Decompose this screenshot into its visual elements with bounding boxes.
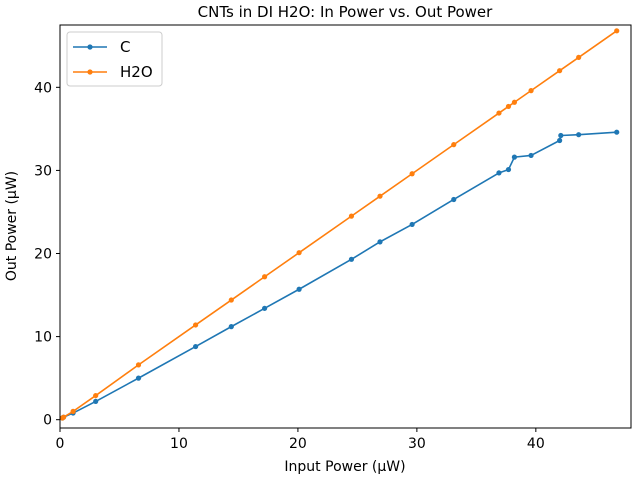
series-h2o-point (228, 297, 234, 303)
series-h2o-point (409, 171, 415, 177)
series-h2o-point (614, 28, 620, 34)
x-axis-label: Input Power (μW) (284, 459, 405, 475)
legend-label-h2o: H2O (120, 63, 153, 81)
series-h2o-point (377, 193, 383, 199)
legend: C H2O (66, 31, 163, 87)
axes-frame (59, 24, 632, 429)
series-c-point (505, 166, 512, 173)
series-c-point (296, 286, 302, 292)
series-c-point (262, 305, 268, 311)
series-c-point (93, 398, 99, 405)
series-h2o-point (528, 88, 534, 94)
series-h2o-point (70, 408, 76, 414)
series-h2o-point (511, 99, 518, 105)
y-tick-label: 0 (43, 413, 52, 429)
series-c-point (348, 256, 355, 262)
series-h2o-point (296, 250, 302, 256)
x-tick-label: 20 (289, 436, 307, 452)
series-c-point (409, 221, 415, 228)
y-tick-label: 10 (34, 330, 52, 346)
series-c-point (377, 239, 383, 245)
series-c-point (135, 375, 142, 381)
series-c-point (528, 152, 534, 159)
series-c-point (511, 154, 518, 160)
series-c-point (614, 129, 620, 135)
series-c-point (576, 132, 582, 138)
legend-label-c: C (120, 38, 130, 56)
series-h2o-point (496, 110, 502, 116)
x-tick-label: 40 (527, 436, 545, 452)
series-h2o-point (93, 392, 99, 399)
series-h2o-point (193, 322, 199, 328)
series-c-point (558, 132, 564, 139)
x-tick-label: 10 (170, 436, 188, 452)
series-h2o-point (348, 213, 355, 219)
y-tick-label: 30 (34, 163, 52, 179)
chart-title: CNTs in DI H2O: In Power vs. Out Power (198, 3, 494, 21)
y-tick-label: 40 (34, 80, 52, 96)
series-h2o-point (557, 68, 563, 74)
plot-area: 0 10 20 30 40 0 10 20 30 40 (34, 24, 632, 452)
series-h2o-point (135, 362, 142, 368)
legend-marker-h2o (87, 69, 93, 75)
series-h2o-point (576, 54, 582, 61)
series-c-point (451, 196, 457, 203)
legend-marker-c (87, 44, 93, 50)
series-h2o-point (60, 414, 67, 420)
series-h2o-line (61, 30, 618, 419)
series-c-point (193, 343, 199, 350)
series-c-line (61, 131, 617, 419)
y-axis-label: Out Power (μW) (4, 171, 20, 281)
x-tick-label: 0 (56, 436, 65, 452)
series-c-point (557, 137, 563, 144)
series-c-point (228, 324, 234, 330)
series-h2o-point (451, 142, 457, 148)
series-h2o-point (505, 103, 512, 110)
series-c-point (496, 170, 502, 176)
series-h2o-point (262, 274, 268, 280)
x-tick-label: 30 (408, 436, 426, 452)
y-tick-label: 20 (34, 247, 52, 263)
